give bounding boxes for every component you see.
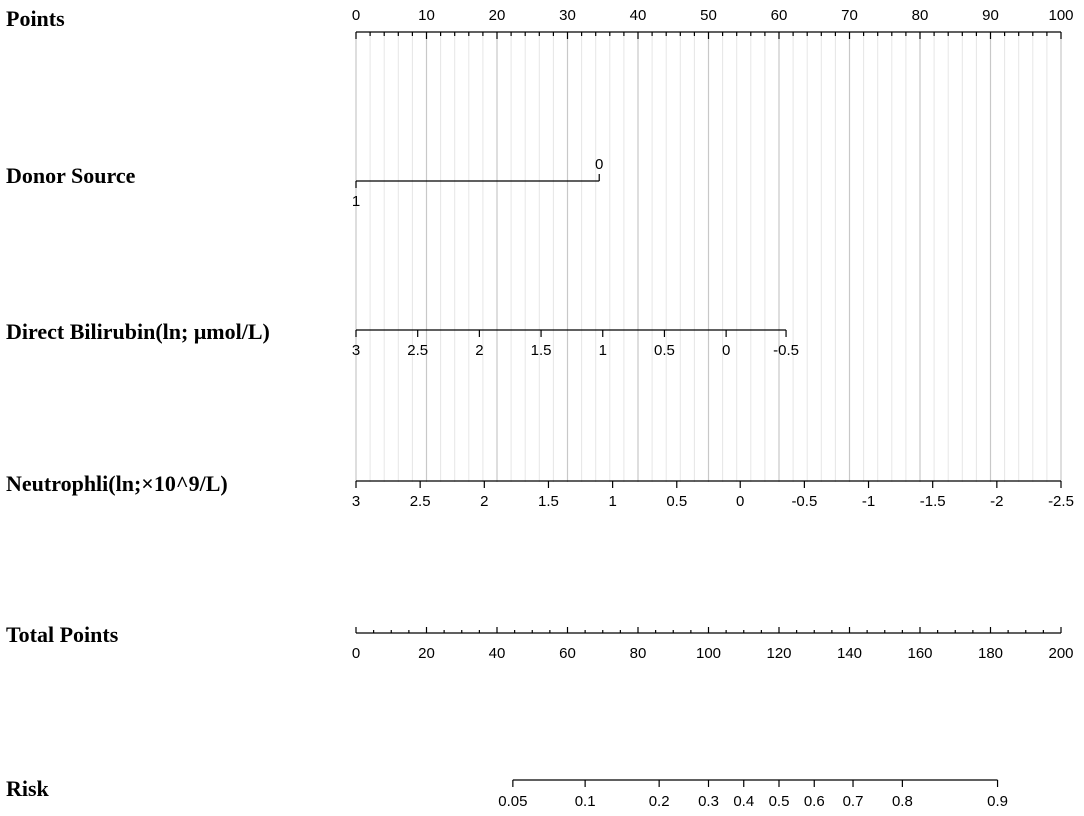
total-tick-label: 0 (352, 645, 360, 662)
variable-scale-label: -1 (862, 493, 875, 510)
variable-scale-label: 1 (352, 193, 360, 210)
variable-scale-label: 1 (608, 493, 616, 510)
variable-scale-label: 2.5 (407, 342, 428, 359)
row-label-total-points: Total Points (6, 622, 119, 647)
grid-lines (355, 32, 1062, 482)
total-tick-label: 200 (1048, 645, 1073, 662)
variable-scale-label: -1.5 (920, 493, 946, 510)
row-label-direct-bilirubin: Direct Bilirubin(ln; μmol/L) (6, 319, 270, 344)
points-tick-label: 30 (559, 7, 576, 24)
risk-tick-label: 0.05 (498, 793, 527, 810)
row-label-neutrophil: Neutrophli(ln;×10^9/L) (6, 471, 228, 496)
variable-scale-label: -2.5 (1048, 493, 1074, 510)
total-tick-label: 60 (559, 645, 576, 662)
points-tick-label: 80 (912, 7, 929, 24)
risk-tick-label: 0.6 (804, 793, 825, 810)
risk-tick-label: 0.8 (892, 793, 913, 810)
variable-scale-label: 0.5 (654, 342, 675, 359)
neutrophil-scale: 3 2.5 2 1.5 1 0.5 0 -0.5 -1 -1.5 -2 -2.5 (352, 480, 1074, 510)
total-tick-label: 40 (489, 645, 506, 662)
variable-scale-label: 0 (722, 342, 730, 359)
points-tick-label: 10 (418, 7, 435, 24)
points-tick-label: 50 (700, 7, 717, 24)
total-tick-label: 120 (766, 645, 791, 662)
risk-tick-label: 0.5 (769, 793, 790, 810)
total-tick-label: 80 (630, 645, 647, 662)
points-tick-label: 0 (352, 7, 360, 24)
total-tick-label: 180 (978, 645, 1003, 662)
total-tick-label: 160 (907, 645, 932, 662)
points-axis: 0 10 20 30 40 50 60 70 80 90 100 (352, 7, 1074, 39)
variable-scale-label: 1 (599, 342, 607, 359)
variable-scale-label: 3 (352, 342, 360, 359)
variable-scale-label: -2 (990, 493, 1003, 510)
donor-source-scale: 10 (352, 156, 604, 210)
variable-scale-label: -0.5 (773, 342, 799, 359)
points-tick-label: 70 (841, 7, 858, 24)
points-tick-label: 20 (489, 7, 506, 24)
direct-bilirubin-scale: 3 2.5 2 1.5 1 0.5 0 -0.5 (352, 329, 799, 359)
variable-scale-label: 3 (352, 493, 360, 510)
variable-scale-label: 2.5 (410, 493, 431, 510)
points-tick-label: 90 (982, 7, 999, 24)
total-tick-label: 100 (696, 645, 721, 662)
row-label-donor-source: Donor Source (6, 163, 136, 188)
row-label-risk: Risk (6, 776, 50, 801)
points-tick-label: 60 (771, 7, 788, 24)
risk-tick-label: 0.3 (698, 793, 719, 810)
risk-tick-label: 0.9 (987, 793, 1008, 810)
risk-tick-label: 0.7 (843, 793, 864, 810)
variable-scale-label: 0.5 (666, 493, 687, 510)
variable-scale-label: 0 (736, 493, 744, 510)
risk-tick-label: 0.2 (649, 793, 670, 810)
variable-scale-label: 2 (480, 493, 488, 510)
points-tick-label: 100 (1048, 7, 1073, 24)
variable-scale-label: 0 (595, 156, 603, 173)
variable-scale-label: 2 (475, 342, 483, 359)
total-points-axis: 0 20 40 60 80 100 120 140 160 180 200 (352, 627, 1074, 662)
risk-tick-label: 0.1 (575, 793, 596, 810)
total-tick-label: 140 (837, 645, 862, 662)
variable-scale-label: -0.5 (791, 493, 817, 510)
risk-axis: 0.05 0.1 0.2 0.3 0.4 0.5 0.6 0.7 0.8 0.9 (498, 779, 1008, 810)
row-label-points: Points (6, 6, 65, 31)
variable-scale-label: 1.5 (538, 493, 559, 510)
risk-tick-label: 0.4 (733, 793, 754, 810)
points-tick-label: 40 (630, 7, 647, 24)
variable-scale-label: 1.5 (531, 342, 552, 359)
total-tick-label: 20 (418, 645, 435, 662)
